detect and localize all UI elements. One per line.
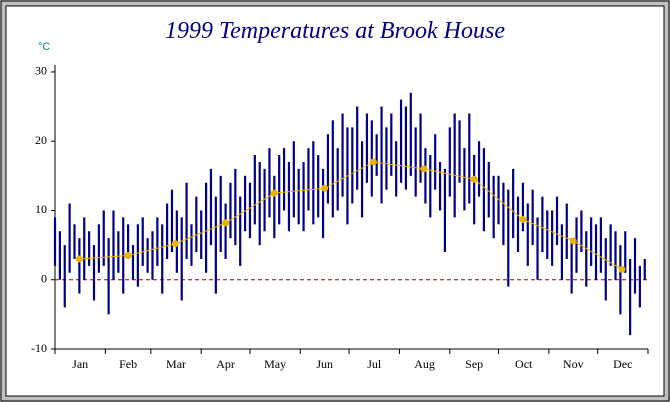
mean-marker (75, 255, 83, 263)
mean-marker (420, 165, 428, 173)
mean-line (79, 161, 623, 270)
y-tick-label: 10 (35, 202, 47, 216)
x-tick-label: Apr (216, 357, 235, 371)
mean-marker (519, 215, 527, 223)
x-tick-label: Jun (316, 357, 333, 371)
y-axis-label: °C (38, 41, 50, 53)
y-tick-label: 0 (41, 271, 47, 285)
x-tick-label: Sep (465, 357, 483, 371)
x-tick-label: Mar (166, 357, 186, 371)
x-tick-label: Jan (72, 357, 88, 371)
x-tick-label: May (264, 357, 286, 371)
mean-marker (171, 240, 179, 248)
x-tick-label: Dec (613, 357, 632, 371)
mean-marker (618, 265, 626, 273)
x-tick-label: Oct (515, 357, 533, 371)
y-tick-label: 20 (35, 133, 47, 147)
mean-marker (124, 251, 132, 259)
chart-title: 1999 Temperatures at Brook House (165, 18, 505, 44)
mean-marker (369, 158, 377, 166)
mean-marker (222, 219, 230, 227)
mean-marker (569, 237, 577, 245)
mean-marker (321, 184, 329, 192)
x-tick-label: Jul (367, 357, 382, 371)
y-tick-label: 30 (35, 64, 47, 78)
x-tick-label: Aug (414, 357, 435, 371)
mean-marker (270, 189, 278, 197)
x-tick-label: Feb (119, 357, 137, 371)
chart-panel (5, 5, 665, 397)
mean-marker (470, 175, 478, 183)
x-tick-label: Nov (563, 357, 584, 371)
y-tick-label: -10 (31, 341, 47, 355)
